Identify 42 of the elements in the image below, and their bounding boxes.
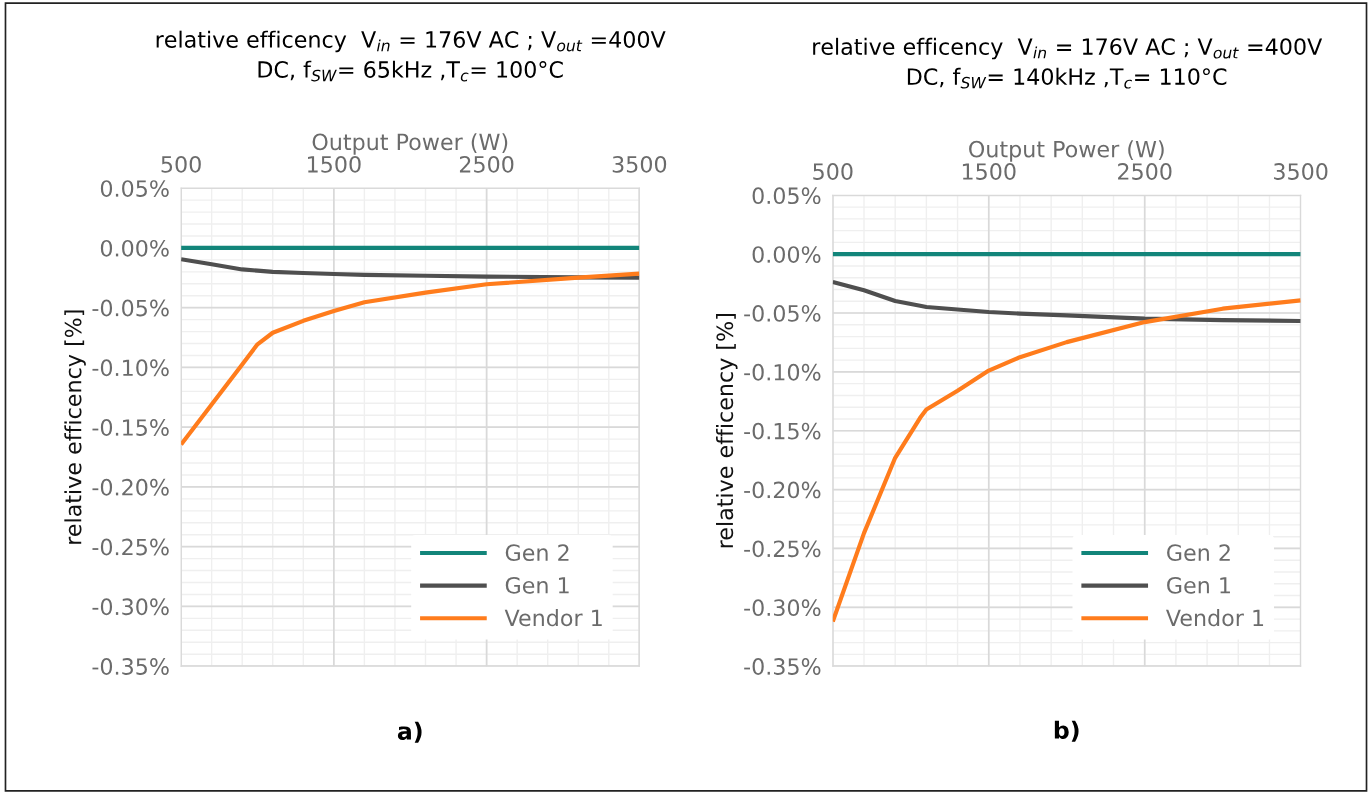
y-tick-label: -0.20%	[92, 478, 169, 496]
legend-label: Gen 2	[505, 544, 569, 562]
y-axis-title: relative efficency [%]	[716, 314, 738, 548]
y-tick-label: -0.30%	[744, 599, 821, 617]
line-series	[832, 279, 1301, 324]
y-tick-label: 0.05%	[752, 187, 821, 205]
legend-label: Gen 1	[505, 576, 569, 594]
y-tick-label: -0.30%	[92, 598, 169, 616]
y-tick-label: -0.15%	[744, 422, 821, 440]
y-tick-label: 0.05%	[100, 180, 169, 197]
y-tick-label: -0.05%	[744, 304, 821, 322]
x-tick-label: 3500	[612, 155, 667, 173]
line-series	[181, 271, 640, 447]
y-tick-label: -0.10%	[744, 363, 821, 381]
y-tick-label: -0.10%	[92, 359, 169, 377]
x-tick-label: 1500	[962, 163, 1016, 180]
x-tick-label: 2500	[1118, 163, 1172, 180]
x-tick-label: 1500	[308, 155, 361, 173]
y-tick-label: -0.25%	[92, 538, 169, 556]
legend-label: Gen 1	[1167, 576, 1230, 594]
y-tick-label: 0.00%	[100, 239, 169, 257]
text: a)	[397, 721, 422, 743]
x-axis-title: Output Power (W)	[969, 140, 1164, 162]
y-tick-label: -0.25%	[744, 540, 821, 558]
y-tick-label: -0.20%	[744, 481, 821, 499]
legend-label: Vendor 1	[504, 609, 602, 627]
x-tick-label: 3500	[1274, 163, 1328, 180]
y-tick-label: -0.35%	[744, 658, 821, 675]
x-axis-title: Output Power (W)	[312, 133, 508, 155]
chart-title: relative efficency V$_{in}$ = 176V AC ; V$_{out}$ =400V DC, f$_{SW}$= 140kHz ,T$_{c}$= 110°C	[813, 37, 1323, 89]
y-axis-title: relative efficency [%]	[64, 310, 86, 544]
y-tick-label: 0.00%	[752, 246, 821, 263]
x-tick-label: 2500	[459, 155, 514, 173]
chart-title: relative efficency V$_{in}$ = 176V AC ; V$_{out}$ =400V DC, f$_{SW}$= 65kHz ,T$_{c}$= 100°C	[156, 30, 666, 82]
y-tick-label: -0.15%	[92, 419, 169, 436]
x-tick-label: 500	[161, 155, 201, 173]
x-tick-label: 500	[813, 163, 853, 180]
y-tick-label: -0.35%	[92, 658, 169, 675]
legend-label: Vendor 1	[1166, 609, 1264, 627]
text: b)	[1054, 720, 1079, 742]
legend-label: Gen 2	[1167, 544, 1230, 562]
y-tick-label: -0.05%	[92, 299, 169, 317]
